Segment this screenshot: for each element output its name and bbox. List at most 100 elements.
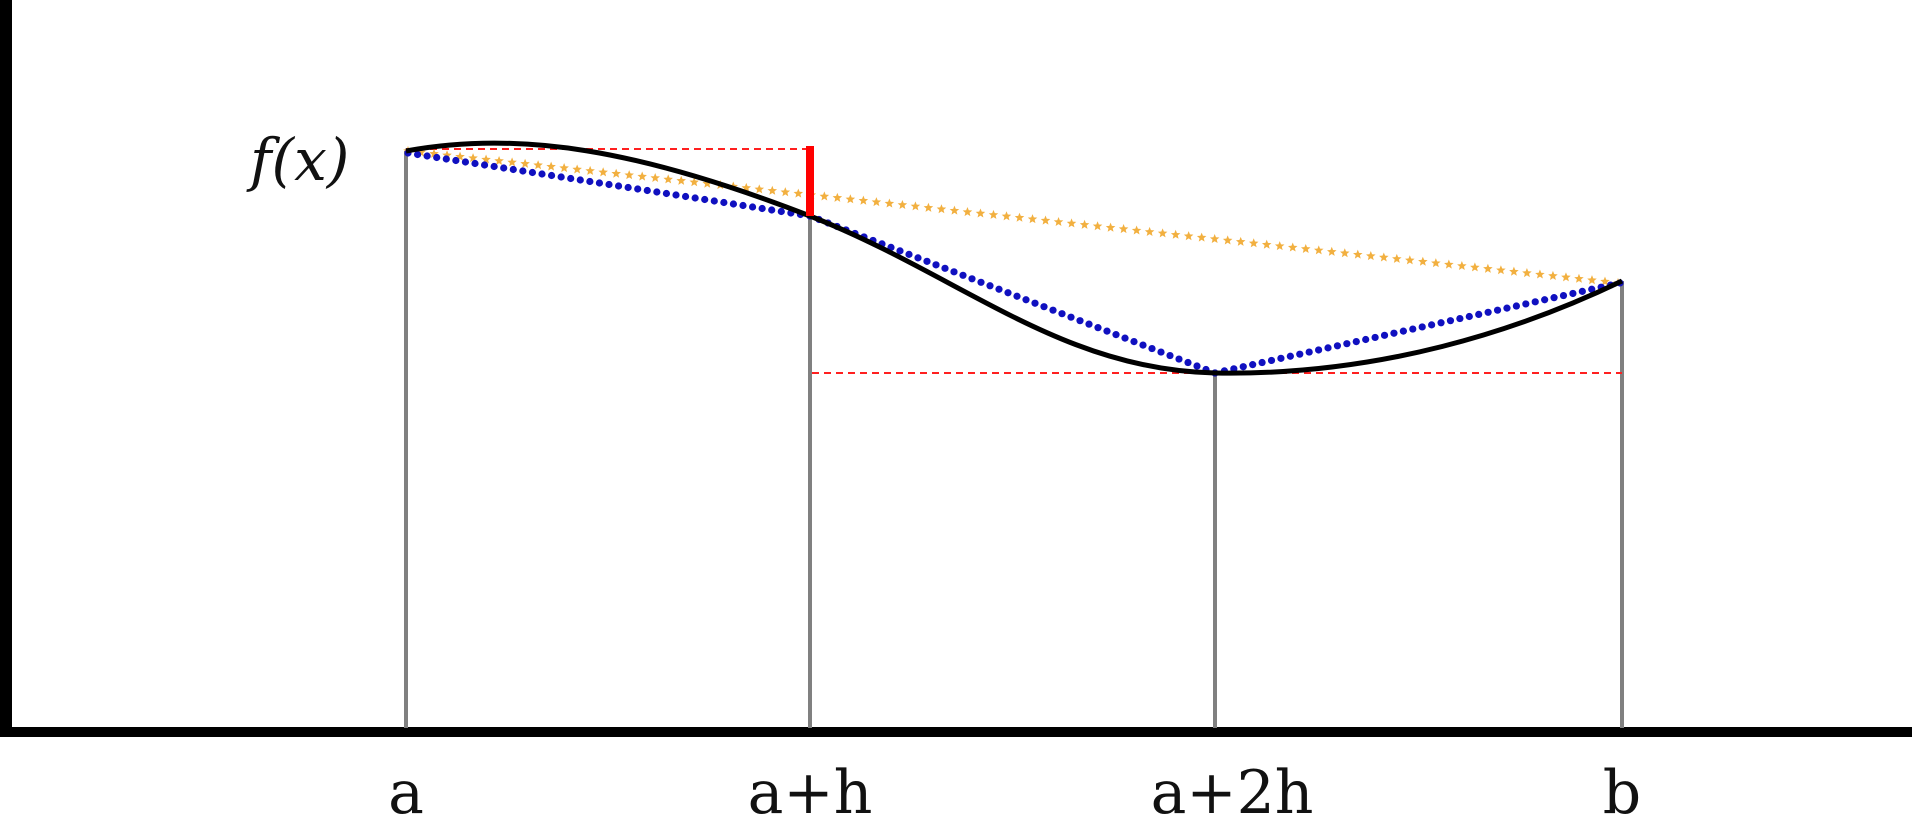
dot-marker <box>777 207 785 216</box>
dot-marker <box>605 180 613 189</box>
dot-marker <box>567 174 575 183</box>
dot-marker <box>968 275 976 283</box>
dot-marker <box>471 159 479 168</box>
dot-marker <box>1428 321 1436 329</box>
dot-marker <box>1333 342 1342 350</box>
tick-label-a: a <box>388 758 424 818</box>
dot-marker <box>1175 355 1183 363</box>
star-marker <box>975 208 986 218</box>
star-marker <box>1209 234 1220 244</box>
star-marker <box>1118 224 1129 234</box>
dot-marker <box>914 254 922 262</box>
star-marker <box>429 148 439 158</box>
dot-marker <box>950 268 958 276</box>
star-marker <box>1522 268 1532 278</box>
star-marker <box>1600 276 1610 286</box>
dot-marker <box>461 158 470 166</box>
dot-marker <box>1550 294 1558 302</box>
dot-marker <box>1559 291 1568 300</box>
star-marker <box>1444 259 1454 269</box>
star-marker <box>676 175 686 185</box>
dot-marker <box>490 162 498 171</box>
dot-marker <box>1076 317 1084 325</box>
star-marker <box>1496 265 1506 275</box>
star-marker <box>533 160 543 170</box>
star-marker <box>1405 255 1415 265</box>
star-marker <box>455 151 465 161</box>
dot-marker <box>1139 341 1147 349</box>
dot-marker <box>528 168 537 177</box>
dot-marker <box>1541 296 1549 304</box>
dot-marker <box>509 165 517 174</box>
dot-marker <box>1503 304 1511 312</box>
star-marker <box>1248 238 1259 248</box>
dot-marker <box>1512 302 1520 310</box>
dot-marker <box>634 185 642 193</box>
dot-marker <box>1522 300 1530 308</box>
star-marker <box>572 164 582 174</box>
star-marker <box>767 185 778 195</box>
dot-marker <box>748 203 757 211</box>
star-marker <box>585 165 595 175</box>
dot-marker <box>1531 298 1539 306</box>
star-marker <box>663 174 673 184</box>
tick-label-a-plus-h: a+h <box>748 758 873 818</box>
dot-marker <box>480 161 489 169</box>
dot-marker <box>1013 292 1021 300</box>
dot-marker <box>1399 327 1407 335</box>
dot-marker <box>614 182 623 190</box>
dot-marker <box>729 200 738 208</box>
star-marker <box>1196 232 1207 242</box>
dot-marker <box>1296 350 1304 358</box>
star-marker <box>1587 275 1597 285</box>
star-marker <box>520 158 530 168</box>
star-marker <box>1092 221 1103 231</box>
star-marker <box>1066 218 1077 228</box>
star-marker <box>936 204 947 214</box>
dot-marker <box>538 170 546 178</box>
dot-marker <box>1130 338 1138 346</box>
star-marker <box>1457 260 1467 271</box>
dot-marker <box>586 177 594 186</box>
dot-marker <box>1258 358 1266 367</box>
dot-marker <box>595 179 604 187</box>
star-marker <box>1353 249 1363 259</box>
star-marker <box>1535 269 1545 279</box>
dot-marker <box>768 206 776 214</box>
dot-marker <box>1465 312 1473 321</box>
dot-marker <box>1040 303 1048 311</box>
dot-marker <box>1103 327 1111 335</box>
star-marker <box>1014 212 1025 222</box>
dot-marker <box>519 167 527 175</box>
star-marker <box>546 161 556 171</box>
star-marker <box>1144 226 1155 236</box>
star-marker <box>650 172 660 183</box>
dot-marker <box>1484 308 1492 316</box>
star-marker <box>611 168 621 178</box>
tick-label-a-plus-2h: a+2h <box>1151 758 1314 818</box>
star-marker <box>702 178 712 188</box>
dot-marker <box>1157 348 1165 356</box>
dot-marker <box>1049 306 1057 314</box>
function-curve <box>405 140 1624 376</box>
star-marker <box>871 197 882 207</box>
dot-marker <box>1166 351 1174 360</box>
star-marker <box>1574 273 1584 283</box>
star-marker <box>559 163 569 173</box>
star-marker <box>1327 246 1337 256</box>
dot-marker <box>995 285 1003 293</box>
dot-marker <box>1352 338 1360 346</box>
dot-marker <box>1456 314 1464 323</box>
dot-marker <box>1067 313 1075 321</box>
star-marker <box>780 187 791 197</box>
dot-marker <box>442 155 450 163</box>
dot-marker <box>423 152 431 160</box>
star-marker <box>481 154 491 164</box>
dot-marker <box>653 188 661 196</box>
dot-marker <box>1446 317 1455 325</box>
star-marker <box>858 195 869 205</box>
dot-marker <box>624 183 632 192</box>
dot-marker <box>1569 289 1577 298</box>
dot-marker <box>643 186 651 195</box>
dot-marker <box>1315 346 1323 354</box>
